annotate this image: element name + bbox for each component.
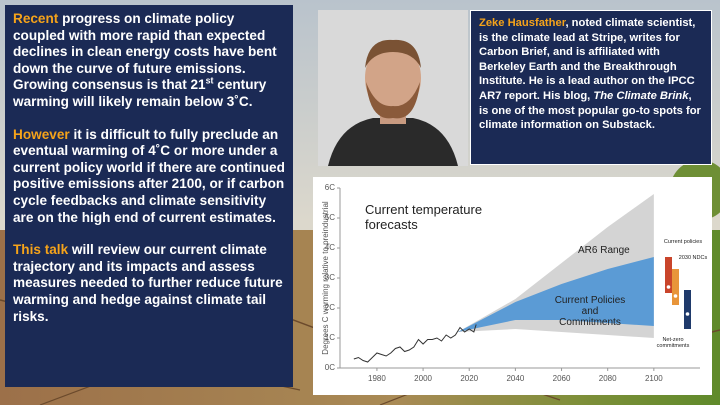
bio-box: Zeke Hausfather, noted climate scientist… bbox=[470, 10, 712, 165]
y-tick-label: 5C bbox=[325, 213, 335, 222]
lead-text: Zeke Hausfather bbox=[479, 17, 566, 29]
range-median bbox=[685, 312, 690, 316]
paragraph: Recent progress on climate policy couple… bbox=[13, 11, 285, 111]
text-run: century warming will likely remain below… bbox=[13, 77, 267, 109]
x-tick-label: 2100 bbox=[645, 374, 663, 383]
text-run: progress on climate policy coupled with … bbox=[13, 11, 277, 93]
intro-box: Recent progress on climate policy couple… bbox=[5, 5, 293, 387]
band-label: AR6 Range bbox=[578, 245, 630, 256]
range-bar bbox=[684, 290, 691, 329]
lead-text: Recent bbox=[13, 11, 59, 26]
chart: 0C 1C 2C 3C 4C 5C 6C 1980 2000 2020 2040 2060 2080 21… bbox=[313, 177, 712, 395]
y-tick-label: 1C bbox=[325, 333, 335, 342]
text-run: st bbox=[205, 75, 214, 86]
band-label: Current Policies and Commitments bbox=[554, 295, 626, 328]
lead-text: This talk bbox=[13, 242, 69, 258]
range-label: Net-zero commitments bbox=[656, 337, 690, 349]
paragraph: However it is difficult to fully preclud… bbox=[13, 127, 285, 227]
x-tick-label: 1980 bbox=[368, 374, 386, 383]
x-tick-label: 2000 bbox=[414, 374, 432, 383]
x-tick-label: 2040 bbox=[506, 374, 524, 383]
range-bar bbox=[665, 257, 672, 293]
range-bar bbox=[672, 269, 679, 305]
text-run: The Climate Brink bbox=[593, 89, 689, 102]
y-tick-label: 2C bbox=[325, 303, 335, 312]
speaker-photo bbox=[318, 10, 468, 166]
x-tick-label: 2080 bbox=[599, 374, 617, 383]
x-tick-label: 2060 bbox=[553, 374, 571, 383]
text-run: it is difficult to fully preclude an eve… bbox=[13, 126, 285, 225]
text-run: will review our current climate trajecto… bbox=[13, 242, 283, 324]
lead-text: However bbox=[13, 126, 70, 142]
line bbox=[353, 324, 477, 363]
y-axis-label: Degrees C warming relative to preindustr… bbox=[321, 201, 330, 355]
range-median bbox=[673, 294, 678, 298]
y-tick-label: 6C bbox=[325, 183, 335, 192]
text-run: , is one of the most popular go-to spots… bbox=[479, 89, 701, 132]
range-median bbox=[666, 285, 671, 289]
y-tick-label: 4C bbox=[325, 243, 335, 252]
y-tick-label: 3C bbox=[325, 273, 335, 282]
text-run: , noted climate scientist, is the climat… bbox=[479, 17, 696, 102]
chart-title: Current temperature forecasts bbox=[365, 202, 483, 232]
band bbox=[457, 257, 654, 332]
range-label: Current policies bbox=[663, 239, 703, 245]
x-tick-label: 2020 bbox=[460, 374, 478, 383]
chart-plot: 0C 1C 2C 3C 4C 5C 6C 1980 2000 2020 2040 2060 2080 21… bbox=[321, 183, 700, 383]
range-label: 2030 NDCs bbox=[678, 255, 708, 261]
paragraph: This talk will review our current climat… bbox=[13, 242, 285, 325]
y-tick-label: 0C bbox=[325, 363, 335, 372]
